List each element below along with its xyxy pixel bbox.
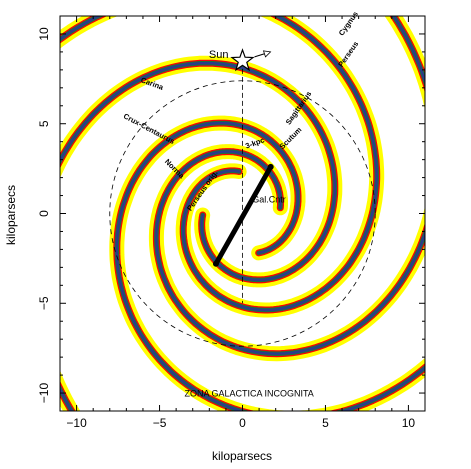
label-perseus: Perseus xyxy=(336,40,360,69)
x-axis-label: kiloparsecs xyxy=(212,449,272,463)
y-tick-label: −5 xyxy=(37,296,51,310)
y-tick-label: −10 xyxy=(37,383,51,404)
solar-circle xyxy=(109,80,376,347)
label-3-kpc: 3-kpc xyxy=(244,135,265,150)
x-tick-label: −10 xyxy=(66,416,87,430)
bar-end-point xyxy=(212,260,219,267)
y-tick-label: 10 xyxy=(37,27,51,41)
label-scutum: Scutum xyxy=(278,125,304,151)
spiral-arm-norma-blue xyxy=(60,61,337,411)
x-tick-label: 10 xyxy=(402,416,416,430)
x-tick-label: 5 xyxy=(322,416,329,430)
spiral-arms xyxy=(60,16,425,411)
label-gal-cntr: Gal.Cntr xyxy=(252,195,286,205)
diagram-overlays: Sun xyxy=(109,48,376,347)
sun-label: Sun xyxy=(209,49,229,61)
sun-star-icon xyxy=(230,48,255,72)
x-tick-label: −5 xyxy=(153,416,167,430)
y-tick-label: 5 xyxy=(37,120,51,127)
label-zona-galactica-incognita: ZONA GALACTICA INCOGNITA xyxy=(184,389,313,399)
spiral-arm-scutum-blue xyxy=(60,16,378,312)
spiral-arm-perseus-blue xyxy=(115,121,425,411)
sun-arrow-head-icon xyxy=(262,50,272,58)
label-cygnus: Cygnus xyxy=(337,10,360,38)
galactic-bar xyxy=(213,165,273,266)
spiral-arm-sagittarius-blue xyxy=(155,16,425,355)
y-tick-label: 0 xyxy=(37,210,51,217)
label-crux-centaurus: Crux-Centaurus xyxy=(122,111,176,146)
bar-end-point xyxy=(267,163,274,170)
axes: −10 −5 0 5 10 −10 −5 0 5 10 xyxy=(37,15,426,430)
x-tick-label: 0 xyxy=(239,416,246,430)
y-axis-label: kiloparsecs xyxy=(4,185,18,245)
